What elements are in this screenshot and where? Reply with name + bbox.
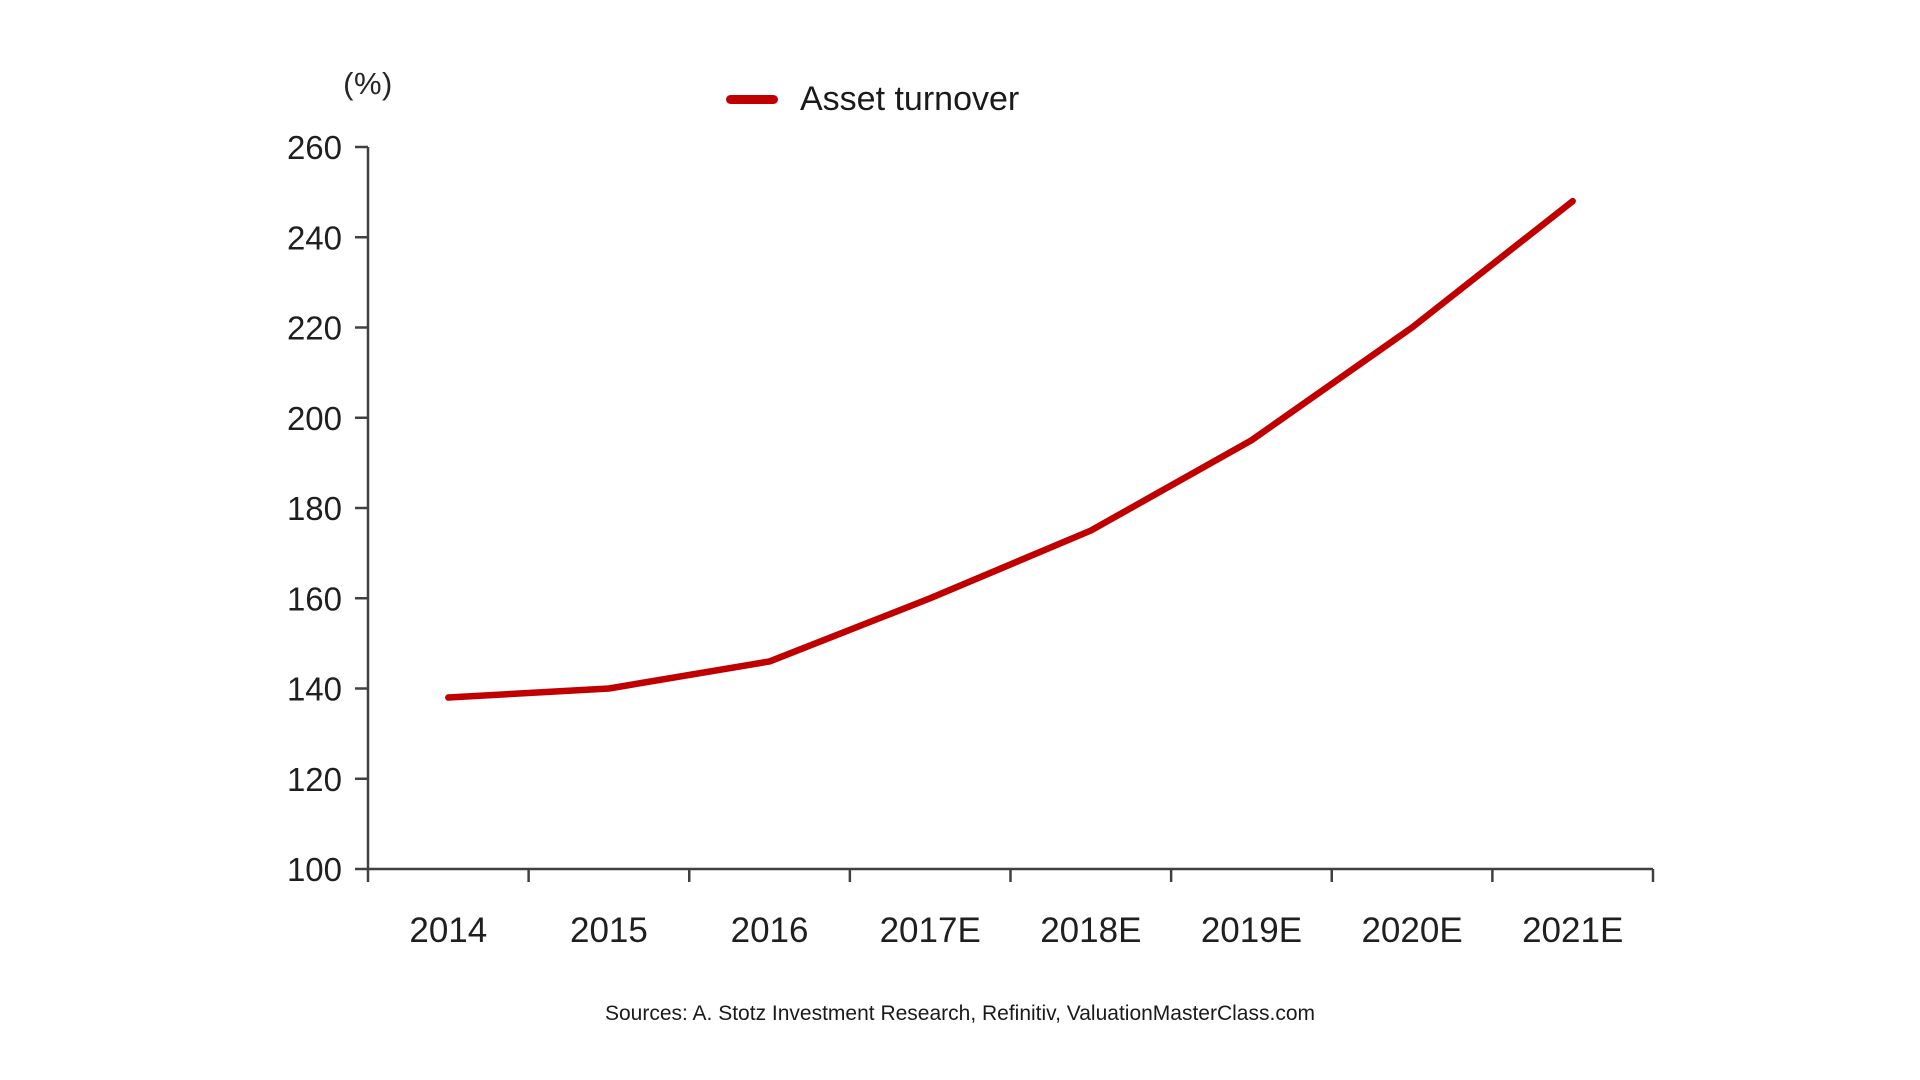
series-line-asset-turnover xyxy=(445,197,1576,701)
y-axis-unit-label: (%) xyxy=(343,66,393,101)
y-tick-label: 120 xyxy=(287,761,342,798)
x-tick-label: 2018E xyxy=(1040,911,1141,950)
legend-series-label: Asset turnover xyxy=(800,79,1020,118)
x-tick-label: 2014 xyxy=(409,911,487,950)
y-tick-label: 180 xyxy=(287,490,342,527)
y-tick-label: 140 xyxy=(287,671,342,708)
x-tick-label: 2017E xyxy=(880,911,981,950)
y-tick-label: 240 xyxy=(287,219,342,256)
x-tick-label: 2021E xyxy=(1522,911,1623,950)
y-tick-label: 200 xyxy=(287,400,342,437)
y-tick-label: 220 xyxy=(287,310,342,347)
y-tick-label: 100 xyxy=(287,851,342,888)
x-tick-label: 2019E xyxy=(1201,911,1302,950)
legend-line-marker-icon xyxy=(726,94,778,104)
y-tick-label: 260 xyxy=(287,129,342,166)
sources-footnote: Sources: A. Stotz Investment Research, R… xyxy=(604,1002,1315,1025)
chart-legend: Asset turnover xyxy=(726,76,1019,122)
x-tick-label: 2020E xyxy=(1361,911,1462,950)
y-tick-label: 160 xyxy=(287,580,342,617)
x-tick-label: 2016 xyxy=(731,911,809,950)
x-tick-label: 2015 xyxy=(570,911,648,950)
